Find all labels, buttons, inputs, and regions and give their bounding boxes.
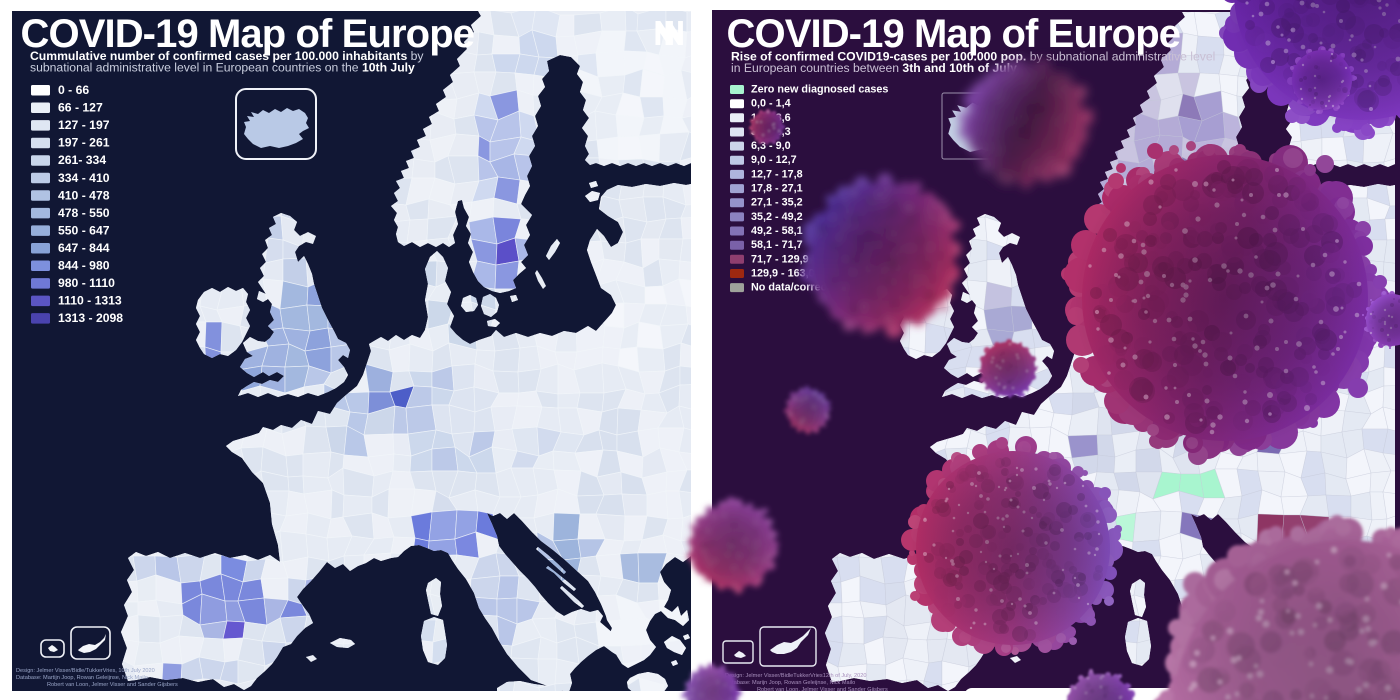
svg-text:58,1 - 71,7: 58,1 - 71,7 [751,239,803,251]
svg-text:844 - 980: 844 - 980 [58,259,110,273]
svg-text:Robert van Loon, Jelmer Visser: Robert van Loon, Jelmer Visser and Sande… [757,687,888,693]
svg-text:49,2 - 58,1: 49,2 - 58,1 [751,225,803,237]
svg-text:Design: Jelmer Visser/Bidle/Tu: Design: Jelmer Visser/Bidle/TukkerVries,… [16,668,155,674]
svg-text:Rise of confirmed COVID19-case: Rise of confirmed COVID19-cases per 100.… [731,50,1215,64]
svg-text:27,1 - 35,2: 27,1 - 35,2 [751,197,803,209]
svg-text:Database: Marijn Joop, Rowan G: Database: Marijn Joop, Rowan Geleijnse, … [725,680,855,686]
svg-text:Zero new diagnosed cases: Zero new diagnosed cases [751,84,888,96]
svg-text:1313 - 2098: 1313 - 2098 [58,311,123,325]
svg-text:9,0 - 12,7: 9,0 - 12,7 [751,154,797,166]
svg-text:261- 334: 261- 334 [58,153,106,167]
svg-text:980 - 1110: 980 - 1110 [58,276,115,290]
svg-text:0,0 - 1,4: 0,0 - 1,4 [751,98,791,110]
svg-text:66 - 127: 66 - 127 [58,101,103,115]
svg-text:478 - 550: 478 - 550 [58,206,110,220]
svg-text:35,2 - 49,2: 35,2 - 49,2 [751,211,803,223]
svg-text:Design: Jelmer Visser/BidleTuk: Design: Jelmer Visser/BidleTukkerVries12… [725,673,866,679]
svg-text:Cummulative number of confirme: Cummulative number of confirmed cases pe… [30,49,424,63]
svg-text:COVID-19 Map of Europe: COVID-19 Map of Europe [727,12,1181,56]
svg-text:334 - 410: 334 - 410 [58,171,110,185]
svg-text:127 - 197: 127 - 197 [58,118,110,132]
svg-text:550 - 647: 550 - 647 [58,223,110,237]
svg-text:subnational administrative lev: subnational administrative level in Euro… [30,61,415,75]
svg-text:410 - 478: 410 - 478 [58,188,110,202]
svg-text:in European countries between: in European countries between 3th and 10… [731,61,1017,75]
svg-text:Robert van Loon, Jelmer Visser: Robert van Loon, Jelmer Visser and Sande… [47,682,178,688]
svg-text:1110 - 1313: 1110 - 1313 [58,294,122,308]
svg-text:71,7 - 129,9: 71,7 - 129,9 [751,253,809,265]
svg-text:647 - 844: 647 - 844 [58,241,110,255]
svg-text:0 - 66: 0 - 66 [58,83,89,97]
svg-text:12,7 - 17,8: 12,7 - 17,8 [751,168,803,180]
svg-text:COVID-19 Map of Europe: COVID-19 Map of Europe [21,12,475,56]
svg-text:17,8 - 27,1: 17,8 - 27,1 [751,183,803,195]
svg-text:197 - 261: 197 - 261 [58,136,110,150]
svg-text:Database: Martijn Joop, Rowan: Database: Martijn Joop, Rowan Geleijnse,… [16,675,148,681]
svg-text:129,9 - 163,0: 129,9 - 163,0 [751,268,815,280]
